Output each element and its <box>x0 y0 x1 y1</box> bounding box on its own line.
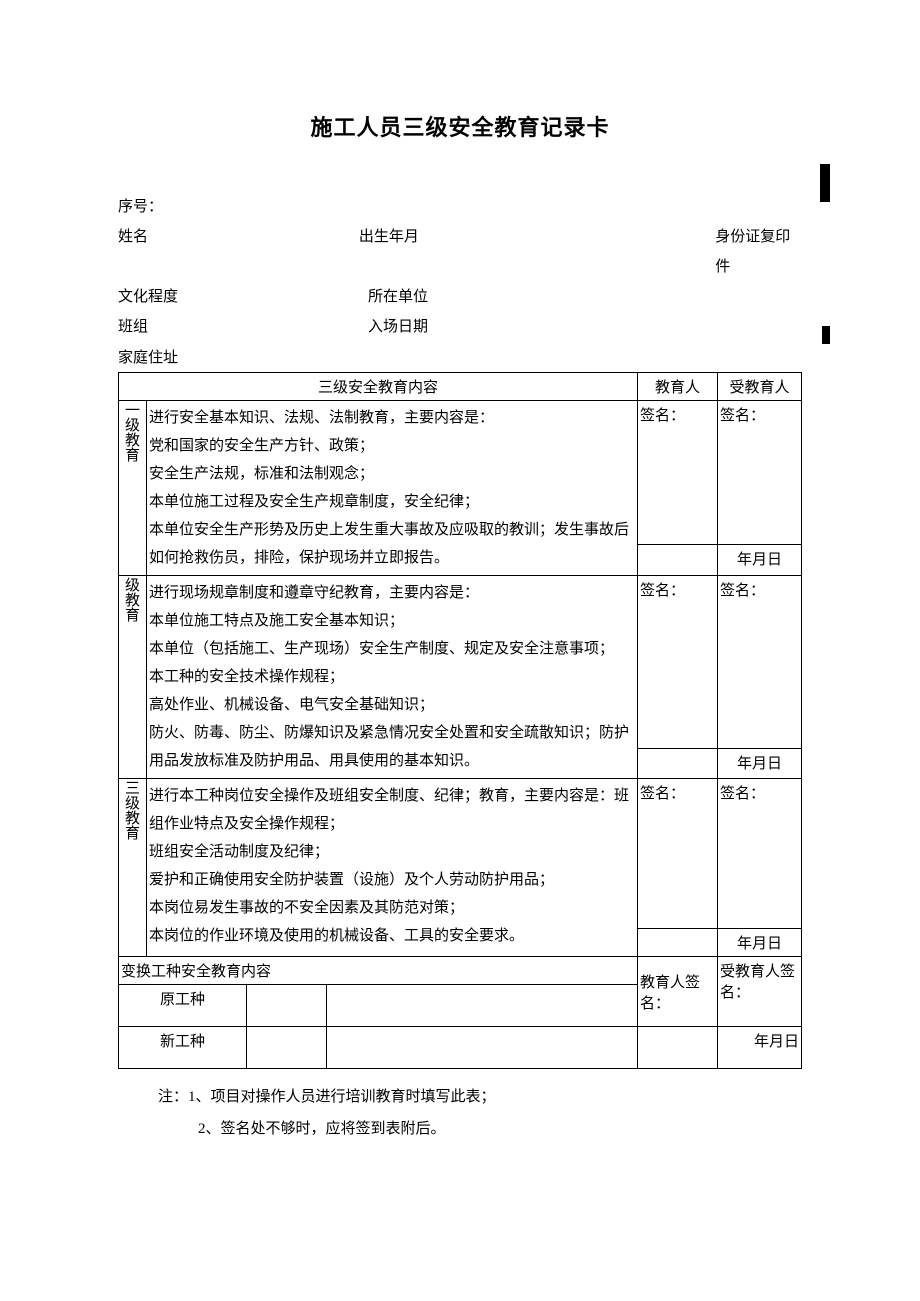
level3-label: 三级教育 <box>119 779 147 957</box>
black-bar-2 <box>822 326 830 344</box>
new-work-label: 新工种 <box>119 1027 247 1069</box>
orig-work-label: 原工种 <box>119 985 247 1027</box>
th-content: 三级安全教育内容 <box>119 373 638 401</box>
change-educator-sign: 教育人签名： <box>638 957 718 1027</box>
change-title-row: 变换工种安全教育内容 教育人签名： 受教育人签名： <box>119 957 802 985</box>
address-label: 家庭住址 <box>118 346 802 370</box>
notes-block: 注：1、项目对操作人员进行培训教育时填写此表； 2、签名处不够时，应将签到表附后… <box>158 1081 802 1145</box>
serial-label: 序号： <box>118 192 368 222</box>
unit-label: 所在单位 <box>368 282 738 312</box>
level2-label: 级教育 <box>119 576 147 779</box>
level3-educatee-sign: 签名： <box>718 779 802 929</box>
new-work-content <box>327 1027 638 1069</box>
level1-educatee-sign: 签名： <box>718 401 802 545</box>
change-date: 年月日 <box>718 1027 802 1069</box>
level1-row1: 一级教育 进行安全基本知识、法规、法制教育，主要内容是： 党和国家的安全生产方针… <box>119 401 802 545</box>
entry-label: 入场日期 <box>368 312 738 342</box>
level2-educatee-sign: 签名： <box>718 576 802 749</box>
level3-row1: 三级教育 进行本工种岗位安全操作及班组安全制度、纪律；教育，主要内容是：班组作业… <box>119 779 802 929</box>
name-label: 姓名 <box>118 222 359 282</box>
note-1: 注：1、项目对操作人员进行培训教育时填写此表； <box>158 1081 802 1113</box>
change-educatee-sign: 受教育人签名： <box>718 957 802 1027</box>
new-work-value <box>247 1027 327 1069</box>
level2-educator-date <box>638 748 718 778</box>
level3-educator-sign: 签名： <box>638 779 718 929</box>
idcopy-label: 身份证复印件 <box>715 222 802 282</box>
level1-label: 一级教育 <box>119 401 147 576</box>
th-educator: 教育人 <box>638 373 718 401</box>
orig-work-value <box>247 985 327 1027</box>
level1-educator-date <box>638 544 718 575</box>
level2-content: 进行现场规章制度和遵章守纪教育，主要内容是： 本单位施工特点及施工安全基本知识；… <box>147 576 638 779</box>
black-bar-1 <box>820 164 830 202</box>
level1-content: 进行安全基本知识、法规、法制教育，主要内容是： 党和国家的安全生产方针、政策； … <box>147 401 638 576</box>
th-educatee: 受教育人 <box>718 373 802 401</box>
level3-date: 年月日 <box>718 929 802 957</box>
level1-date: 年月日 <box>718 544 802 575</box>
page-title: 施工人员三级安全教育记录卡 <box>118 110 802 142</box>
level1-educator-sign: 签名： <box>638 401 718 545</box>
level3-content: 进行本工种岗位安全操作及班组安全制度、纪律；教育，主要内容是：班组作业特点及安全… <box>147 779 638 957</box>
education-table: 三级安全教育内容 教育人 受教育人 一级教育 进行安全基本知识、法规、法制教育，… <box>118 372 802 1069</box>
level2-row1: 级教育 进行现场规章制度和遵章守纪教育，主要内容是： 本单位施工特点及施工安全基… <box>119 576 802 749</box>
level2-educator-sign: 签名： <box>638 576 718 749</box>
dob-label: 出生年月 <box>359 222 715 282</box>
team-label: 班组 <box>118 312 368 342</box>
edu-label: 文化程度 <box>118 282 368 312</box>
note-2: 2、签名处不够时，应将签到表附后。 <box>198 1113 802 1145</box>
table-header-row: 三级安全教育内容 教育人 受教育人 <box>119 373 802 401</box>
level3-educator-date <box>638 929 718 957</box>
change-new-row: 新工种 年月日 <box>119 1027 802 1069</box>
change-educator-date <box>638 1027 718 1069</box>
level2-date: 年月日 <box>718 748 802 778</box>
change-title: 变换工种安全教育内容 <box>119 957 638 985</box>
orig-work-content <box>327 985 638 1027</box>
